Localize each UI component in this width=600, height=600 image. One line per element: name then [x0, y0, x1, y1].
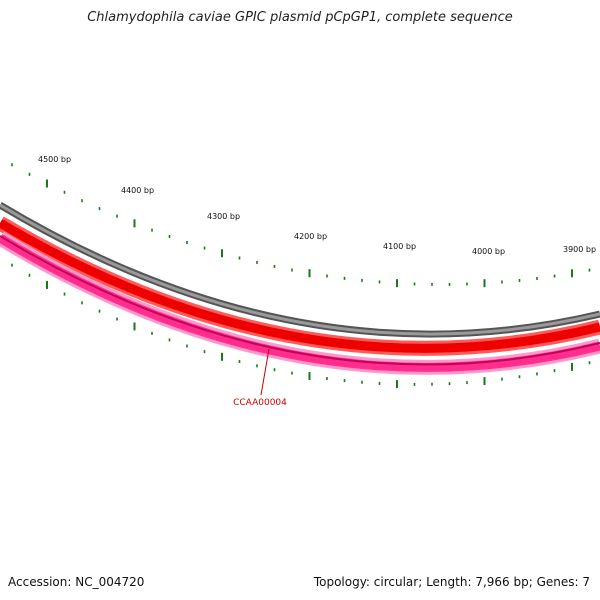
- scale-label: 4400 bp: [121, 186, 154, 195]
- scale-label: 3900 bp: [563, 245, 596, 254]
- gene-label-ccaa00004: CCAA00004: [233, 398, 287, 408]
- scale-label: 4000 bp: [472, 247, 505, 256]
- scale-label: 4300 bp: [207, 212, 240, 221]
- scale-label: 4100 bp: [383, 242, 416, 251]
- scale-label: 4500 bp: [38, 155, 71, 164]
- scale-labels: 4500 bp 4400 bp 4300 bp 4200 bp 4100 bp 4000 …: [38, 155, 596, 256]
- pink-ring-shadow: [0, 235, 600, 366]
- outer-tick-marks: [11, 163, 591, 288]
- red-ring: [0, 219, 600, 353]
- gene-label-leader: [260, 348, 270, 396]
- summary-text: Topology: circular; Length: 7,966 bp; Ge…: [313, 575, 590, 589]
- map-title: Chlamydophila caviae GPIC plasmid pCpGP1…: [87, 10, 513, 25]
- inner-tick-marks: [11, 263, 591, 389]
- accession-text: Accession: NC_004720: [8, 575, 145, 589]
- scale-label: 4200 bp: [294, 232, 327, 241]
- gray-ring: [0, 203, 600, 336]
- pink-ring: [0, 234, 600, 372]
